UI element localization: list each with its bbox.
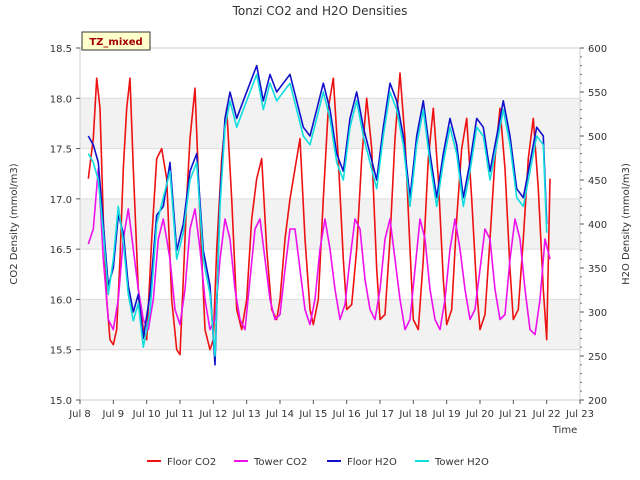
y-left-axis-title: CO2 Density (mmol/m3) — [9, 163, 20, 284]
x-tick-label: Jul 12 — [198, 409, 227, 420]
x-tick-label: Jul 22 — [532, 409, 561, 420]
series-layer — [87, 64, 551, 366]
legend-item-tower-h2o: Tower H2O — [415, 457, 489, 468]
x-tick-label: Jul 20 — [465, 409, 494, 420]
site-badge-label: TZ_mixed — [89, 37, 142, 48]
x-tick-label: Jul 14 — [265, 409, 294, 420]
legend-label-tower-co2: Tower CO2 — [253, 457, 307, 468]
series-line-tower-co2 — [87, 167, 551, 336]
series-line-tower-h2o — [87, 73, 548, 357]
legend-item-floor-h2o: Floor H2O — [327, 457, 397, 468]
series-line-floor-co2 — [87, 72, 551, 356]
y-left-tick-label: 16.5 — [50, 245, 72, 256]
y-right-tick-label: 300 — [588, 308, 607, 319]
x-tick-label: Jul 8 — [68, 409, 91, 420]
y-right-tick-label: 550 — [588, 88, 607, 99]
legend-item-tower-co2: Tower CO2 — [234, 457, 307, 468]
legend-label-floor-co2: Floor CO2 — [167, 457, 216, 468]
y-left-axis-ticks: 15.0 15.5 16.0 16.5 17.0 17.5 18.0 18.5 — [50, 44, 80, 407]
y-right-tick-label: 200 — [588, 396, 607, 407]
x-axis-ticks: Jul 8 Jul 9 Jul 10 Jul 11 Jul 12 Jul 13 Jul 14… — [68, 400, 594, 420]
y-right-axis-title: H2O Density (mmol/m3) — [621, 163, 632, 285]
chart-title: Tonzi CO2 and H2O Densities — [232, 4, 408, 18]
x-tick-label: Jul 11 — [165, 409, 194, 420]
y-right-tick-label: 500 — [588, 132, 607, 143]
y-left-tick-label: 17.5 — [50, 145, 72, 156]
y-left-tick-label: 16.0 — [50, 295, 72, 306]
y-left-tick-label: 15.0 — [50, 396, 72, 407]
y-left-tick-label: 15.5 — [50, 346, 72, 357]
site-badge: TZ_mixed — [81, 31, 151, 51]
x-tick-label: Jul 23 — [565, 409, 594, 420]
y-right-tick-label: 450 — [588, 176, 607, 187]
legend-item-floor-co2: Floor CO2 — [147, 457, 216, 468]
x-tick-label: Jul 15 — [298, 409, 327, 420]
series-line-floor-h2o — [87, 64, 548, 366]
x-axis-title: Time — [552, 425, 577, 436]
site-badge-box — [81, 31, 151, 51]
y-left-tick-label: 17.0 — [50, 195, 72, 206]
x-tick-label: Jul 16 — [332, 409, 361, 420]
legend: Floor CO2 Tower CO2 Floor H2O Tower H2O — [147, 457, 489, 468]
legend-label-tower-h2o: Tower H2O — [434, 457, 489, 468]
plot-band — [80, 299, 580, 350]
x-tick-label: Jul 17 — [365, 409, 394, 420]
y-right-axis-ticks: 200 250 300 350 400 450 500 550 600 — [580, 44, 607, 407]
x-tick-label: Jul 10 — [132, 409, 161, 420]
y-right-tick-label: 600 — [588, 44, 607, 55]
x-tick-label: Jul 13 — [232, 409, 261, 420]
y-left-tick-label: 18.5 — [50, 44, 72, 55]
x-tick-label: Jul 21 — [498, 409, 527, 420]
y-left-tick-label: 18.0 — [50, 94, 72, 105]
x-tick-label: Jul 19 — [432, 409, 461, 420]
x-tick-label: Jul 9 — [102, 409, 125, 420]
y-right-tick-label: 250 — [588, 352, 607, 363]
y-right-tick-label: 400 — [588, 220, 607, 231]
legend-label-floor-h2o: Floor H2O — [347, 457, 397, 468]
y-right-tick-label: 350 — [588, 264, 607, 275]
x-tick-label: Jul 18 — [398, 409, 427, 420]
